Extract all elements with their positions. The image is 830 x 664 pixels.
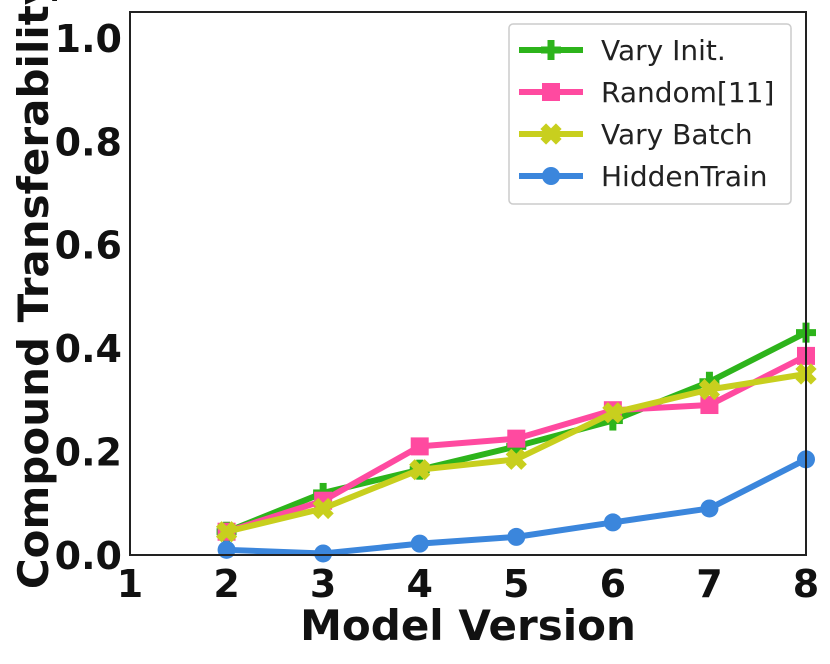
x-tick-label: 4 [406, 562, 432, 606]
x-tick-label: 8 [793, 562, 819, 606]
legend-item-hiddentrain: HiddenTrain [519, 160, 768, 193]
data-point-vary-batch [409, 459, 431, 481]
data-point-vary-init [602, 410, 623, 431]
data-point-vary-batch [602, 402, 624, 424]
x-tick-label: 3 [310, 562, 336, 606]
x-tick-label: 1 [117, 562, 143, 606]
legend: Vary Init. Random[11] Vary Batch HiddenTrai… [508, 23, 792, 205]
data-point-random-11 [507, 429, 526, 448]
data-point-vary-batch [215, 521, 238, 543]
legend-swatch-marker [541, 40, 561, 60]
data-point-vary-init [699, 371, 720, 392]
data-point-vary-batch [312, 497, 334, 520]
legend-label: HiddenTrain [601, 160, 768, 193]
y-axis-label: Compound Transferability [9, 0, 58, 589]
data-point-hiddentrain [217, 540, 236, 559]
legend-box [508, 23, 792, 205]
y-tick-label: 0.4 [55, 327, 122, 371]
x-tick-label: 2 [213, 562, 239, 606]
ticks-layer: 1 2 3 4 5 6 7 8 0.0 0.2 0.4 0.6 0.8 1.0 [55, 17, 820, 606]
plot-frame [129, 11, 807, 556]
y-tick-label: 0.8 [55, 120, 122, 164]
data-point-hiddentrain [603, 513, 622, 532]
legend-swatch-marker [542, 83, 560, 101]
x-axis-label: Model Version [300, 601, 636, 650]
legend-swatch-marker [542, 167, 560, 185]
data-point-vary-batch [698, 378, 721, 401]
x-tick-label: 7 [696, 562, 722, 606]
data-point-random-11 [700, 396, 719, 415]
y-tick-label: 0.2 [55, 431, 122, 475]
data-point-hiddentrain [410, 534, 429, 553]
data-point-hiddentrain [507, 527, 526, 546]
x-tick-label: 6 [600, 562, 626, 606]
data-point-hiddentrain [314, 544, 333, 563]
series-vary-batch [215, 363, 817, 543]
legend-item-vary-init: Vary Init. [519, 34, 726, 67]
y-tick-label: 0.6 [55, 224, 122, 268]
legend-item-random-11: Random[11] [519, 76, 774, 109]
data-point-vary-batch [505, 448, 527, 470]
legend-label: Vary Init. [601, 34, 726, 67]
data-point-random-11 [410, 437, 429, 456]
data-point-hiddentrain [700, 499, 719, 518]
legend-swatch-marker [540, 123, 562, 145]
x-tick-label: 5 [503, 562, 529, 606]
legend-item-vary-batch: Vary Batch [519, 118, 753, 151]
y-tick-label: 1.0 [55, 17, 122, 61]
legend-label: Vary Batch [601, 118, 753, 151]
legend-label: Random[11] [601, 76, 774, 109]
y-tick-label: 0.0 [55, 534, 122, 578]
